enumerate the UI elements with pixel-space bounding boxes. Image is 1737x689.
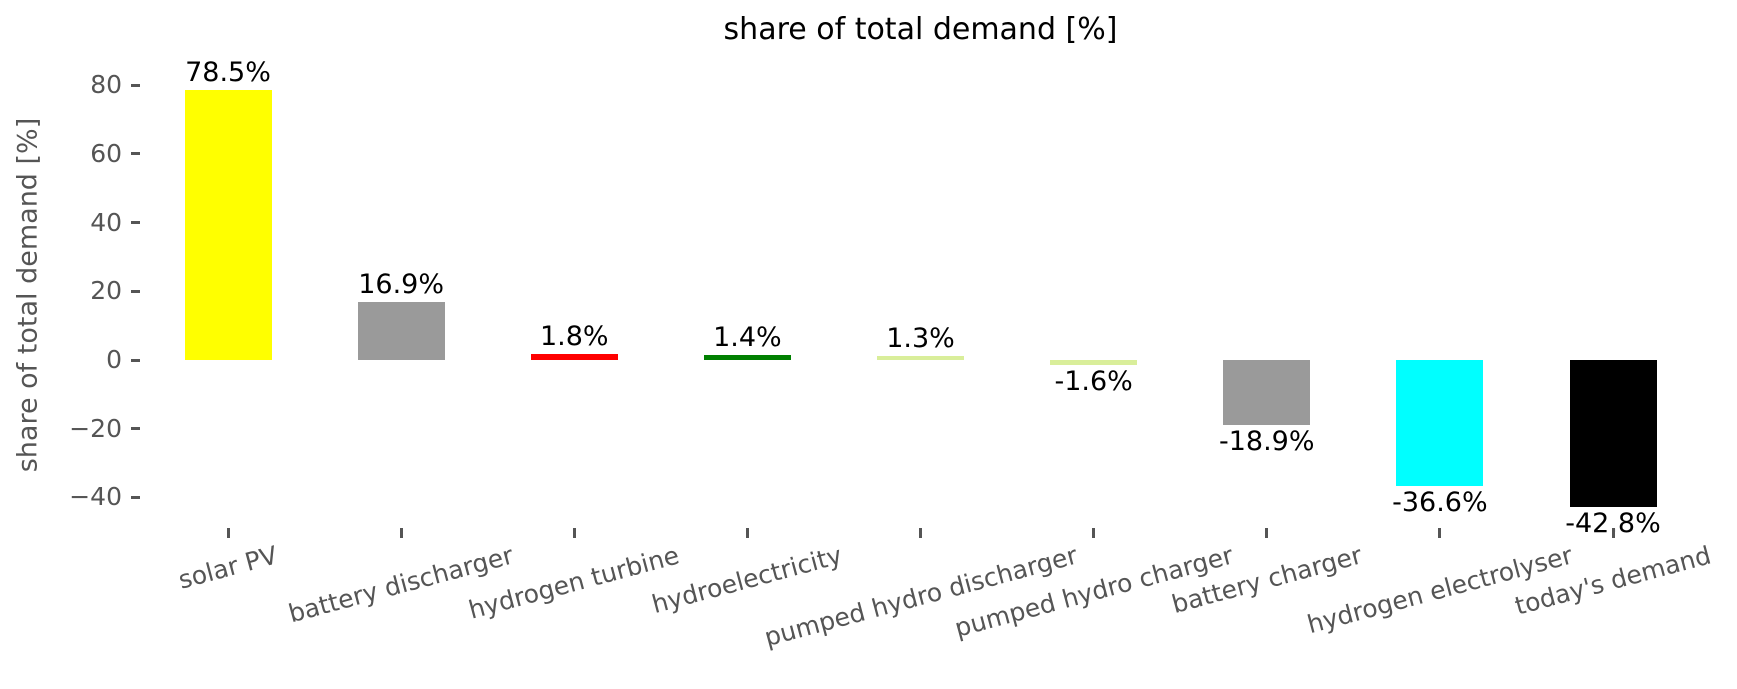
x-tick-label-hydroelectricity: hydroelectricity [649, 540, 846, 619]
bar-hydrogen-electrolyser [1396, 360, 1484, 486]
x-tick-mark [1438, 528, 1442, 538]
bar-pumped-hydro-discharger [877, 355, 964, 360]
bar-value-label-hydrogen-turbine: 1.8% [539, 320, 609, 352]
y-tick-mark [131, 495, 140, 499]
y-tick-mark [131, 152, 140, 156]
bar-value-label-solar-pv: 78.5% [185, 57, 271, 89]
bar-battery-charger [1223, 360, 1311, 425]
y-tick-mark [131, 289, 140, 293]
x-tick-mark [919, 528, 922, 538]
bar-hydroelectricity [703, 355, 791, 360]
x-tick-mark [399, 528, 403, 538]
bar-value-label-hydrogen-electrolyser: -36.6% [1392, 486, 1488, 518]
y-tick-label--20: −20 [69, 413, 122, 443]
bar-pumped-hydro-charger [1050, 360, 1138, 366]
x-tick-mark [745, 528, 749, 538]
y-tick-label-60: 60 [90, 138, 122, 168]
bar-battery-discharger [357, 301, 445, 360]
y-tick-mark [131, 427, 140, 431]
x-tick-label-solar-pv: solar PV [175, 540, 281, 595]
bar-solar-pv [184, 90, 272, 360]
x-tick-mark [226, 528, 230, 538]
bar-value-label-battery-discharger: 16.9% [358, 268, 445, 300]
y-tick-mark [131, 358, 140, 362]
x-tick-mark [1092, 528, 1096, 538]
y-tick-label-40: 40 [90, 207, 122, 237]
y-tick-label-20: 20 [90, 276, 122, 306]
bar-today-s-demand [1569, 360, 1657, 508]
bar-hydrogen-turbine [530, 353, 618, 360]
bar-value-label-pumped-hydro-charger: -1.6% [1054, 366, 1133, 398]
chart-title: share of total demand [%] [723, 12, 1118, 47]
x-tick-mark [1611, 528, 1615, 538]
y-tick-label-80: 80 [90, 70, 122, 100]
y-tick-label--40: −40 [69, 482, 122, 512]
y-tick-mark [131, 221, 140, 225]
x-tick-mark [572, 528, 576, 538]
bar-value-label-battery-charger: -18.9% [1218, 425, 1315, 457]
y-tick-mark [131, 83, 140, 87]
bar-value-label-hydroelectricity: 1.4% [713, 322, 782, 354]
bar-value-label-pumped-hydro-discharger: 1.3% [886, 322, 955, 354]
y-tick-label-0: 0 [106, 345, 122, 374]
x-tick-mark [1265, 528, 1269, 538]
